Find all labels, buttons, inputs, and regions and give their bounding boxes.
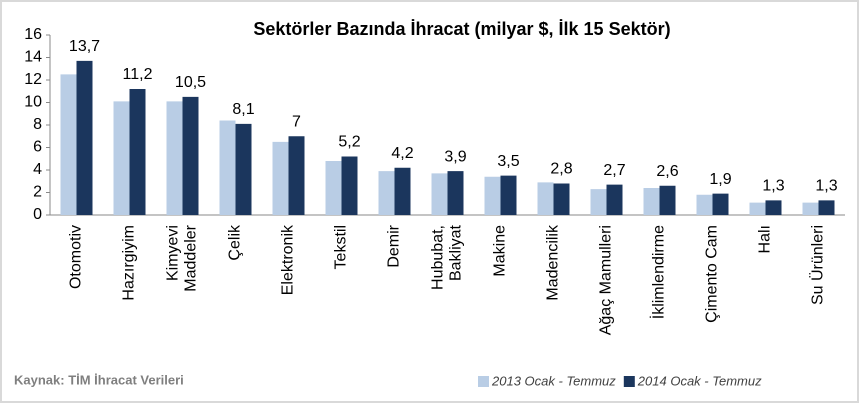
bar (166, 101, 183, 215)
bar (590, 189, 607, 215)
bar (219, 120, 236, 215)
data-label: 1,3 (762, 178, 784, 195)
x-tick-label: Hububat,Bakliyat (430, 224, 465, 289)
data-label: 8,1 (232, 101, 254, 118)
x-tick-label: Su Ürünleri (809, 225, 827, 305)
data-label: 3,5 (497, 153, 519, 170)
x-tick-label: Halı (757, 225, 774, 253)
bar (818, 200, 835, 215)
bar (272, 141, 289, 215)
data-label: 11,2 (123, 66, 153, 83)
bar (341, 156, 358, 215)
bar (696, 194, 713, 215)
x-tick-label: Elektronik (280, 224, 297, 295)
x-tick-label: Madencilik (545, 224, 562, 301)
data-label: 13,7 (69, 38, 100, 55)
y-tick-label: 2 (33, 184, 42, 201)
data-label: 2,8 (550, 161, 572, 178)
source: Kaynak: TİM İhracat Verileri (14, 372, 184, 387)
bar (60, 74, 77, 215)
bar (394, 167, 411, 215)
x-tick-label: Çelik (227, 224, 244, 261)
data-label: 5,2 (338, 134, 360, 151)
x-tick-label: İklimlendirme (649, 225, 668, 319)
bar (182, 96, 199, 215)
legend-swatch (478, 376, 489, 387)
y-tick-label: 8 (33, 116, 42, 133)
bar (500, 175, 517, 215)
bar (553, 183, 570, 215)
chart-title: Sektörler Bazında İhracat (milyar $, İlk… (253, 19, 670, 39)
bar (659, 185, 676, 215)
legend-label: 2014 Ocak - Temmuz (637, 373, 762, 388)
x-tick-label: Demir (386, 224, 403, 267)
y-tick-label: 10 (24, 94, 42, 111)
y-tick-label: 12 (24, 71, 42, 88)
x-tick-label: KimyeviMaddeler (165, 224, 200, 291)
bar (447, 171, 464, 215)
bar (484, 176, 501, 215)
y-tick-label: 6 (33, 139, 42, 156)
bar (325, 161, 342, 215)
bar (129, 89, 146, 215)
data-label: 2,7 (603, 162, 625, 179)
data-label: 1,9 (709, 171, 731, 188)
y-tick-label: 4 (33, 161, 42, 178)
bar (606, 184, 623, 215)
bar (113, 101, 130, 215)
data-label: 1,3 (815, 178, 837, 195)
data-label: 2,6 (656, 163, 678, 180)
x-tick-label: Tekstil (333, 225, 350, 269)
x-tick-label: Ağaç Mamulleri (598, 225, 615, 335)
x-tick-label: Hazırgiyim (121, 225, 138, 301)
bar (802, 202, 819, 215)
bar (712, 193, 729, 215)
data-label: 7 (292, 113, 301, 130)
bar (765, 200, 782, 215)
y-tick-label: 16 (24, 26, 42, 43)
bar (749, 202, 766, 215)
bar (288, 136, 305, 215)
data-label: 10,5 (175, 74, 206, 91)
bar (643, 188, 660, 215)
bar (378, 171, 395, 215)
y-tick-label: 0 (33, 206, 42, 223)
data-label: 3,9 (444, 148, 466, 165)
data-label: 4,2 (391, 145, 413, 162)
legend-label: 2013 Ocak - Temmuz (491, 373, 616, 388)
x-tick-label: Otomotiv (68, 225, 85, 289)
bar (537, 182, 554, 215)
x-tick-label: Çimento Cam (704, 225, 721, 323)
bar (235, 123, 252, 215)
x-tick-label: Makine (492, 225, 509, 277)
bar (76, 60, 93, 215)
legend-swatch (623, 376, 635, 387)
y-tick-label: 14 (24, 49, 42, 66)
bar (431, 173, 448, 215)
